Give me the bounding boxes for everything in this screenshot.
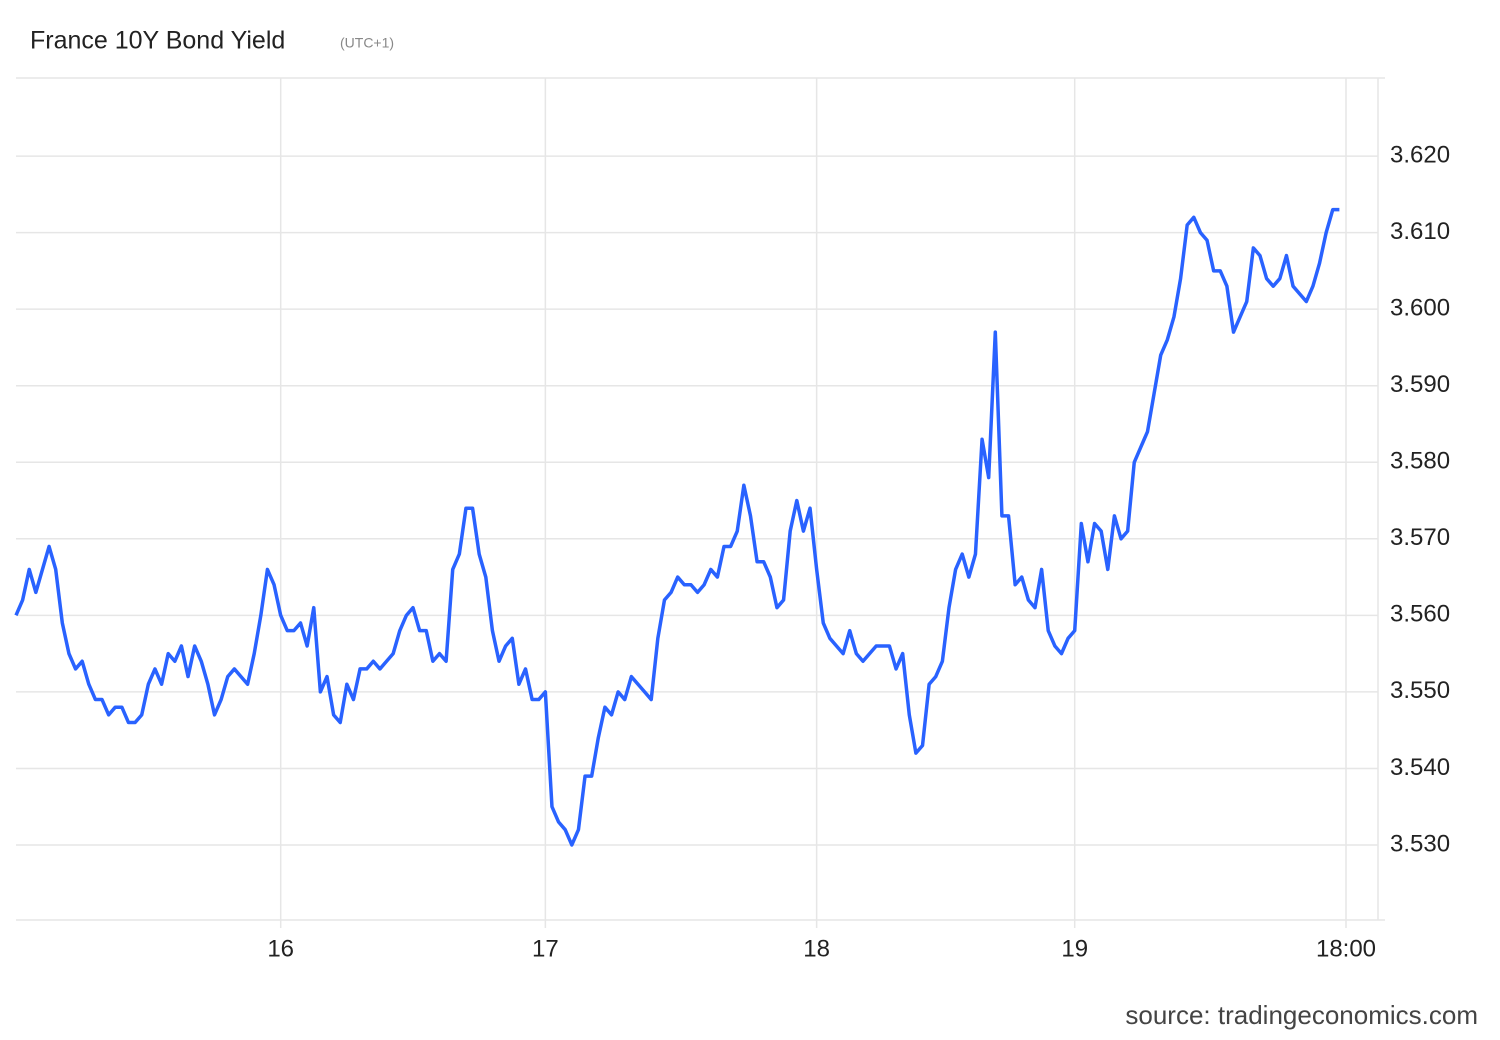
x-tick-label: 18:00 — [1316, 935, 1376, 962]
y-tick-label: 3.560 — [1390, 601, 1450, 628]
y-tick-label: 3.570 — [1390, 524, 1450, 551]
y-tick-label: 3.580 — [1390, 448, 1450, 475]
y-tick-label: 3.620 — [1390, 141, 1450, 168]
y-tick-label: 3.610 — [1390, 218, 1450, 245]
y-tick-label: 3.540 — [1390, 754, 1450, 781]
chart-title: France 10Y Bond Yield — [30, 27, 285, 55]
source-note: source: tradingeconomics.com — [1125, 1000, 1478, 1030]
chart-subtitle: (UTC+1) — [340, 35, 394, 51]
y-tick-label: 3.530 — [1390, 830, 1450, 857]
x-tick-label: 16 — [267, 935, 294, 962]
data-line — [14, 207, 1340, 847]
y-tick-label: 3.600 — [1390, 295, 1450, 322]
y-tick-label: 3.590 — [1390, 371, 1450, 398]
y-tick-label: 3.550 — [1390, 677, 1450, 704]
x-tick-label: 19 — [1061, 935, 1088, 962]
x-tick-label: 17 — [532, 935, 559, 962]
x-tick-label: 18 — [803, 935, 830, 962]
